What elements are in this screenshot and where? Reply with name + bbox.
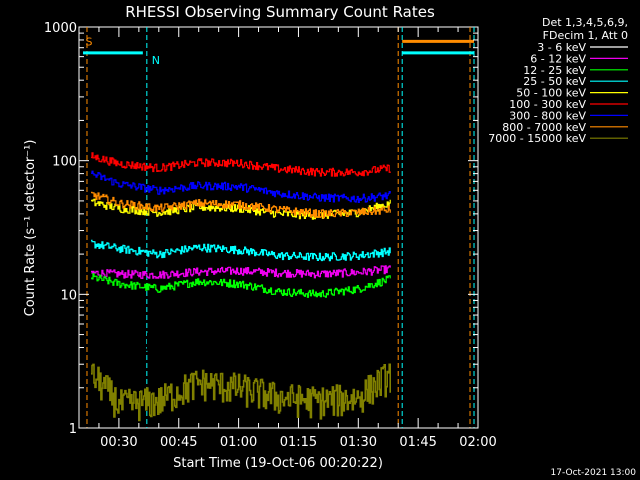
series-line (91, 306, 391, 367)
legend-entry-label: 12 - 25 keV (523, 64, 586, 77)
y-tick-label: 10 (60, 288, 77, 303)
flag-label: N (152, 54, 160, 67)
data-marks: SN (82, 27, 475, 428)
legend-header-line-1: Det 1,3,4,5,6,9, (542, 16, 628, 29)
legend-entry-label: 50 - 100 keV (516, 87, 586, 100)
x-tick-label: 00:45 (160, 435, 197, 450)
x-axis-label: Start Time (19-Oct-06 00:20:22) (173, 456, 383, 471)
y-axis-label: Count Rate (s⁻¹ detector⁻¹) (23, 140, 38, 317)
legend: Det 1,3,4,5,6,9, FDecim 1, Att 0 3 - 6 k… (488, 16, 628, 145)
y-tick-label: 100 (52, 155, 77, 170)
x-tick-label: 01:15 (280, 435, 317, 450)
timestamp: 17-Oct-2021 13:00 (551, 468, 637, 478)
series-trace (91, 170, 391, 203)
series-trace (91, 191, 391, 219)
x-tick-label: 01:00 (220, 435, 257, 450)
legend-entry-label: 25 - 50 keV (523, 75, 586, 88)
series-trace (91, 363, 391, 422)
series-trace (91, 273, 391, 298)
series-line (91, 363, 391, 422)
series-line (91, 239, 391, 262)
legend-entry-label: 7000 - 15000 keV (488, 132, 586, 145)
legend-header-line-2: FDecim 1, Att 0 (543, 29, 628, 42)
legend-entry-label: 100 - 300 keV (509, 98, 586, 111)
series-line (91, 170, 391, 203)
series-line (91, 273, 391, 298)
y-tick-label: 1000 (44, 21, 77, 36)
legend-entry-label: 800 - 7000 keV (502, 121, 586, 134)
legend-entry-label: 6 - 12 keV (530, 52, 586, 65)
series-line (91, 265, 391, 279)
y-axis-ticks: 1 10 100 1000 (44, 21, 478, 437)
series-line (91, 191, 391, 219)
x-tick-label: 02:00 (459, 435, 496, 450)
series-trace (91, 265, 391, 279)
chart-title: RHESSI Observing Summary Count Rates (125, 3, 435, 21)
legend-entry-label: 300 - 800 keV (509, 109, 586, 122)
x-axis-ticks: 00:30 00:45 01:00 01:15 01:30 01:45 02:00 (78, 27, 497, 450)
series-trace (91, 239, 391, 262)
x-tick-label: 00:30 (100, 435, 137, 450)
series-trace (91, 152, 391, 177)
y-tick-label: 1 (69, 422, 77, 437)
legend-entry-label: 3 - 6 keV (537, 41, 586, 54)
x-tick-label: 01:45 (399, 435, 436, 450)
series-trace (91, 306, 391, 367)
flag-label: S (86, 35, 93, 48)
series-line (91, 152, 391, 177)
x-tick-label: 01:30 (340, 435, 377, 450)
